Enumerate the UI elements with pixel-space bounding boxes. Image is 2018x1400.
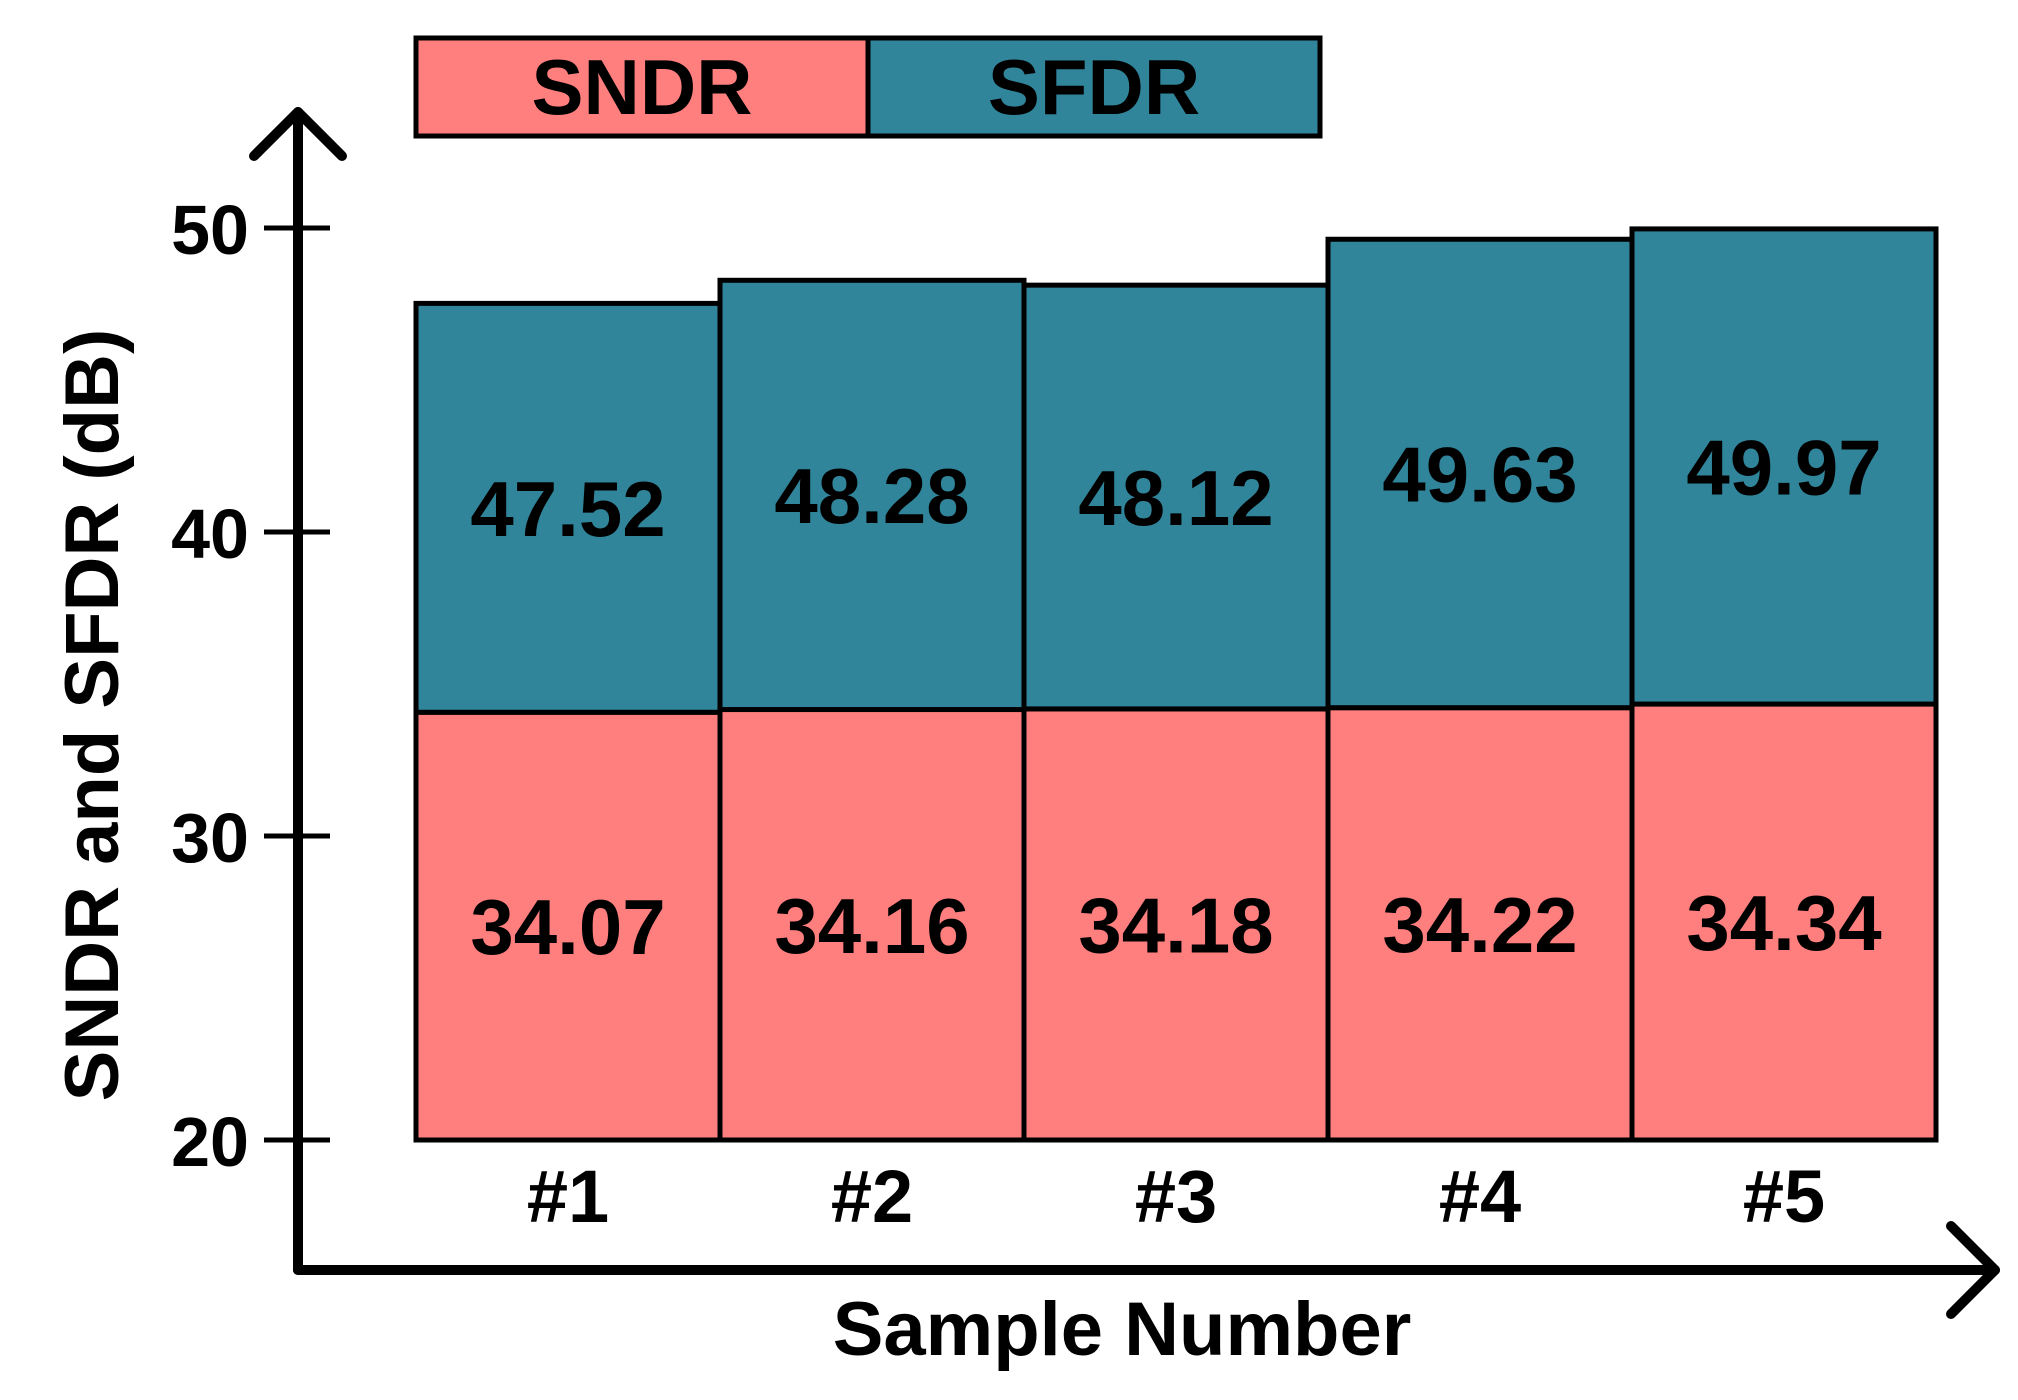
legend-label-sfdr: SFDR [988,43,1200,131]
x-tick-label-3: #3 [1135,1155,1217,1238]
bar-sfdr-2 [717,277,1027,713]
value-label-sfdr-5: 49.97 [1686,423,1881,511]
x-tick-label-2: #2 [831,1155,913,1238]
bar-sndr-2 [717,707,1027,1143]
legend-label-sndr: SNDR [531,43,752,131]
value-label-sfdr-4: 49.63 [1382,430,1577,518]
value-label-sndr-3: 34.18 [1078,881,1273,969]
y-tick-label-30: 30 [171,799,249,877]
x-tick-labels: #1 #2 #3 #4 #5 [527,1155,1825,1238]
value-labels: 34.07 47.52 34.16 48.28 34.18 48.12 34.22 49.63… [470,423,1881,971]
y-tick-label-20: 20 [171,1103,249,1181]
bar-sfdr-4 [1325,236,1635,711]
x-tick-label-5: #5 [1743,1155,1825,1238]
value-label-sfdr-1: 47.52 [470,465,665,553]
value-label-sndr-2: 34.16 [774,882,969,970]
value-label-sfdr-3: 48.12 [1078,454,1273,542]
axes [249,107,2000,1319]
bar-sndr-3 [1021,706,1331,1143]
legend: SNDR SFDR [413,35,1323,139]
legend-swatch-sfdr [865,35,1323,139]
bar-sndr-5 [1629,701,1939,1143]
x-tick-label-1: #1 [527,1155,609,1238]
bar-sndr-4 [1325,705,1635,1143]
bars [413,226,1939,1143]
y-ticks: 20 30 40 50 [171,191,330,1181]
value-label-sfdr-2: 48.28 [774,452,969,540]
y-tick-label-50: 50 [171,191,249,269]
y-tick-label-40: 40 [171,495,249,573]
x-tick-label-4: #4 [1439,1155,1521,1238]
bar-sfdr-3 [1021,282,1331,712]
value-label-sndr-5: 34.34 [1686,879,1881,967]
x-axis-arrow-head [1946,1221,2000,1319]
value-label-sndr-1: 34.07 [470,883,665,971]
legend-swatch-sndr [413,35,871,139]
x-axis-title: Sample Number [833,1287,1412,1372]
value-label-sndr-4: 34.22 [1382,881,1577,969]
bar-sfdr-5 [1629,226,1939,707]
bar-sfdr-1 [413,300,723,715]
y-axis-title: SNDR and SFDR (dB) [50,329,135,1102]
